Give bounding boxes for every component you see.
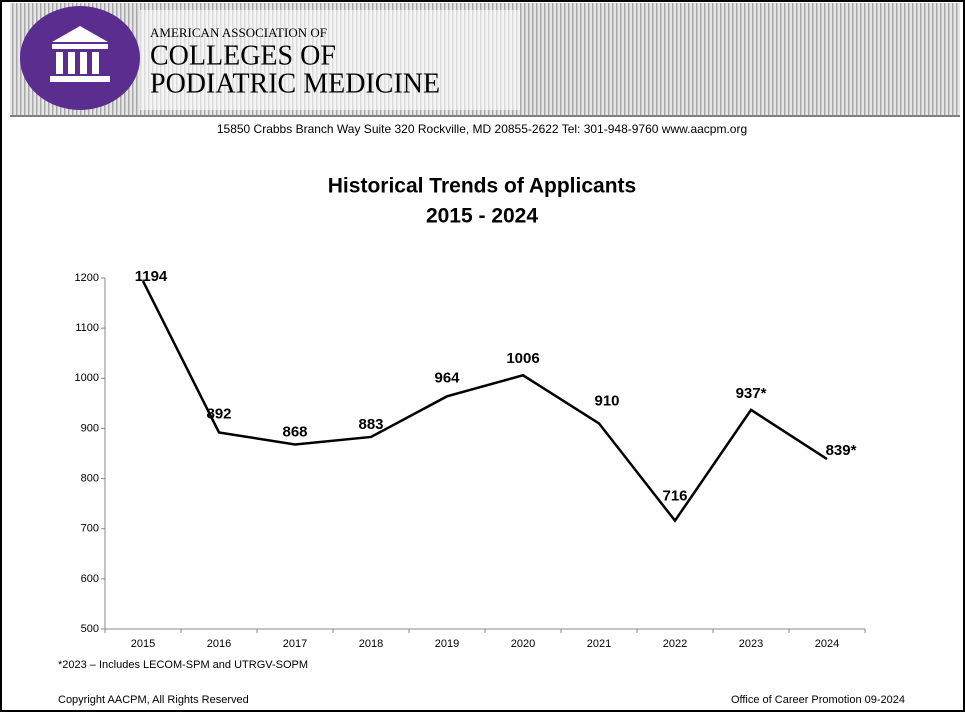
footer-right: Office of Career Promotion 09-2024 [731,694,905,706]
data-label: 883 [358,416,383,433]
footnote: *2023 – Includes LECOM-SPM and UTRGV-SOP… [58,659,308,671]
data-label: 839* [826,442,857,459]
data-label: 964 [434,369,460,386]
data-label: 1194 [135,268,168,285]
data-label: 910 [594,392,619,409]
footer-left: Copyright AACPM, All Rights Reserved [58,694,249,706]
logo [20,6,140,110]
x-tick-label: 2018 [359,638,383,650]
data-label: 1006 [506,350,539,367]
y-tick-label: 500 [81,623,99,635]
document: AMERICAN ASSOCIATION OF COLLEGES OF PODI… [0,0,965,712]
x-tick-label: 2021 [587,638,611,650]
header-line: COLLEGES OF [150,40,336,71]
x-tick-label: 2016 [207,638,231,650]
y-tick-label: 600 [81,573,99,585]
address: 15850 Crabbs Branch Way Suite 320 Rockvi… [217,122,747,136]
y-tick-label: 700 [81,523,99,535]
x-tick-label: 2023 [739,638,763,650]
data-label: 937* [736,385,767,402]
y-tick-label: 1000 [75,372,99,384]
data-label: 868 [282,423,307,440]
y-tick-label: 1100 [75,322,99,334]
header-line: PODIATRIC MEDICINE [150,68,440,99]
y-tick-label: 1200 [75,272,99,284]
line-series [143,281,827,521]
page: {"header": {"line1": "AMERICAN ASSOCIATI… [0,0,965,712]
data-label: 892 [206,405,231,422]
header-line: AMERICAN ASSOCIATION OF [150,25,327,40]
x-tick-label: 2020 [511,638,535,650]
x-tick-label: 2017 [283,638,307,650]
chart-subtitle: 2015 - 2024 [426,205,538,228]
y-tick-label: 900 [81,422,99,434]
y-tick-label: 800 [81,472,99,484]
x-tick-label: 2022 [663,638,687,650]
chart-title: Historical Trends of Applicants [328,175,636,198]
x-tick-label: 2024 [815,638,839,650]
x-tick-label: 2019 [435,638,459,650]
x-tick-label: 2015 [131,638,155,650]
data-label: 716 [662,488,687,505]
